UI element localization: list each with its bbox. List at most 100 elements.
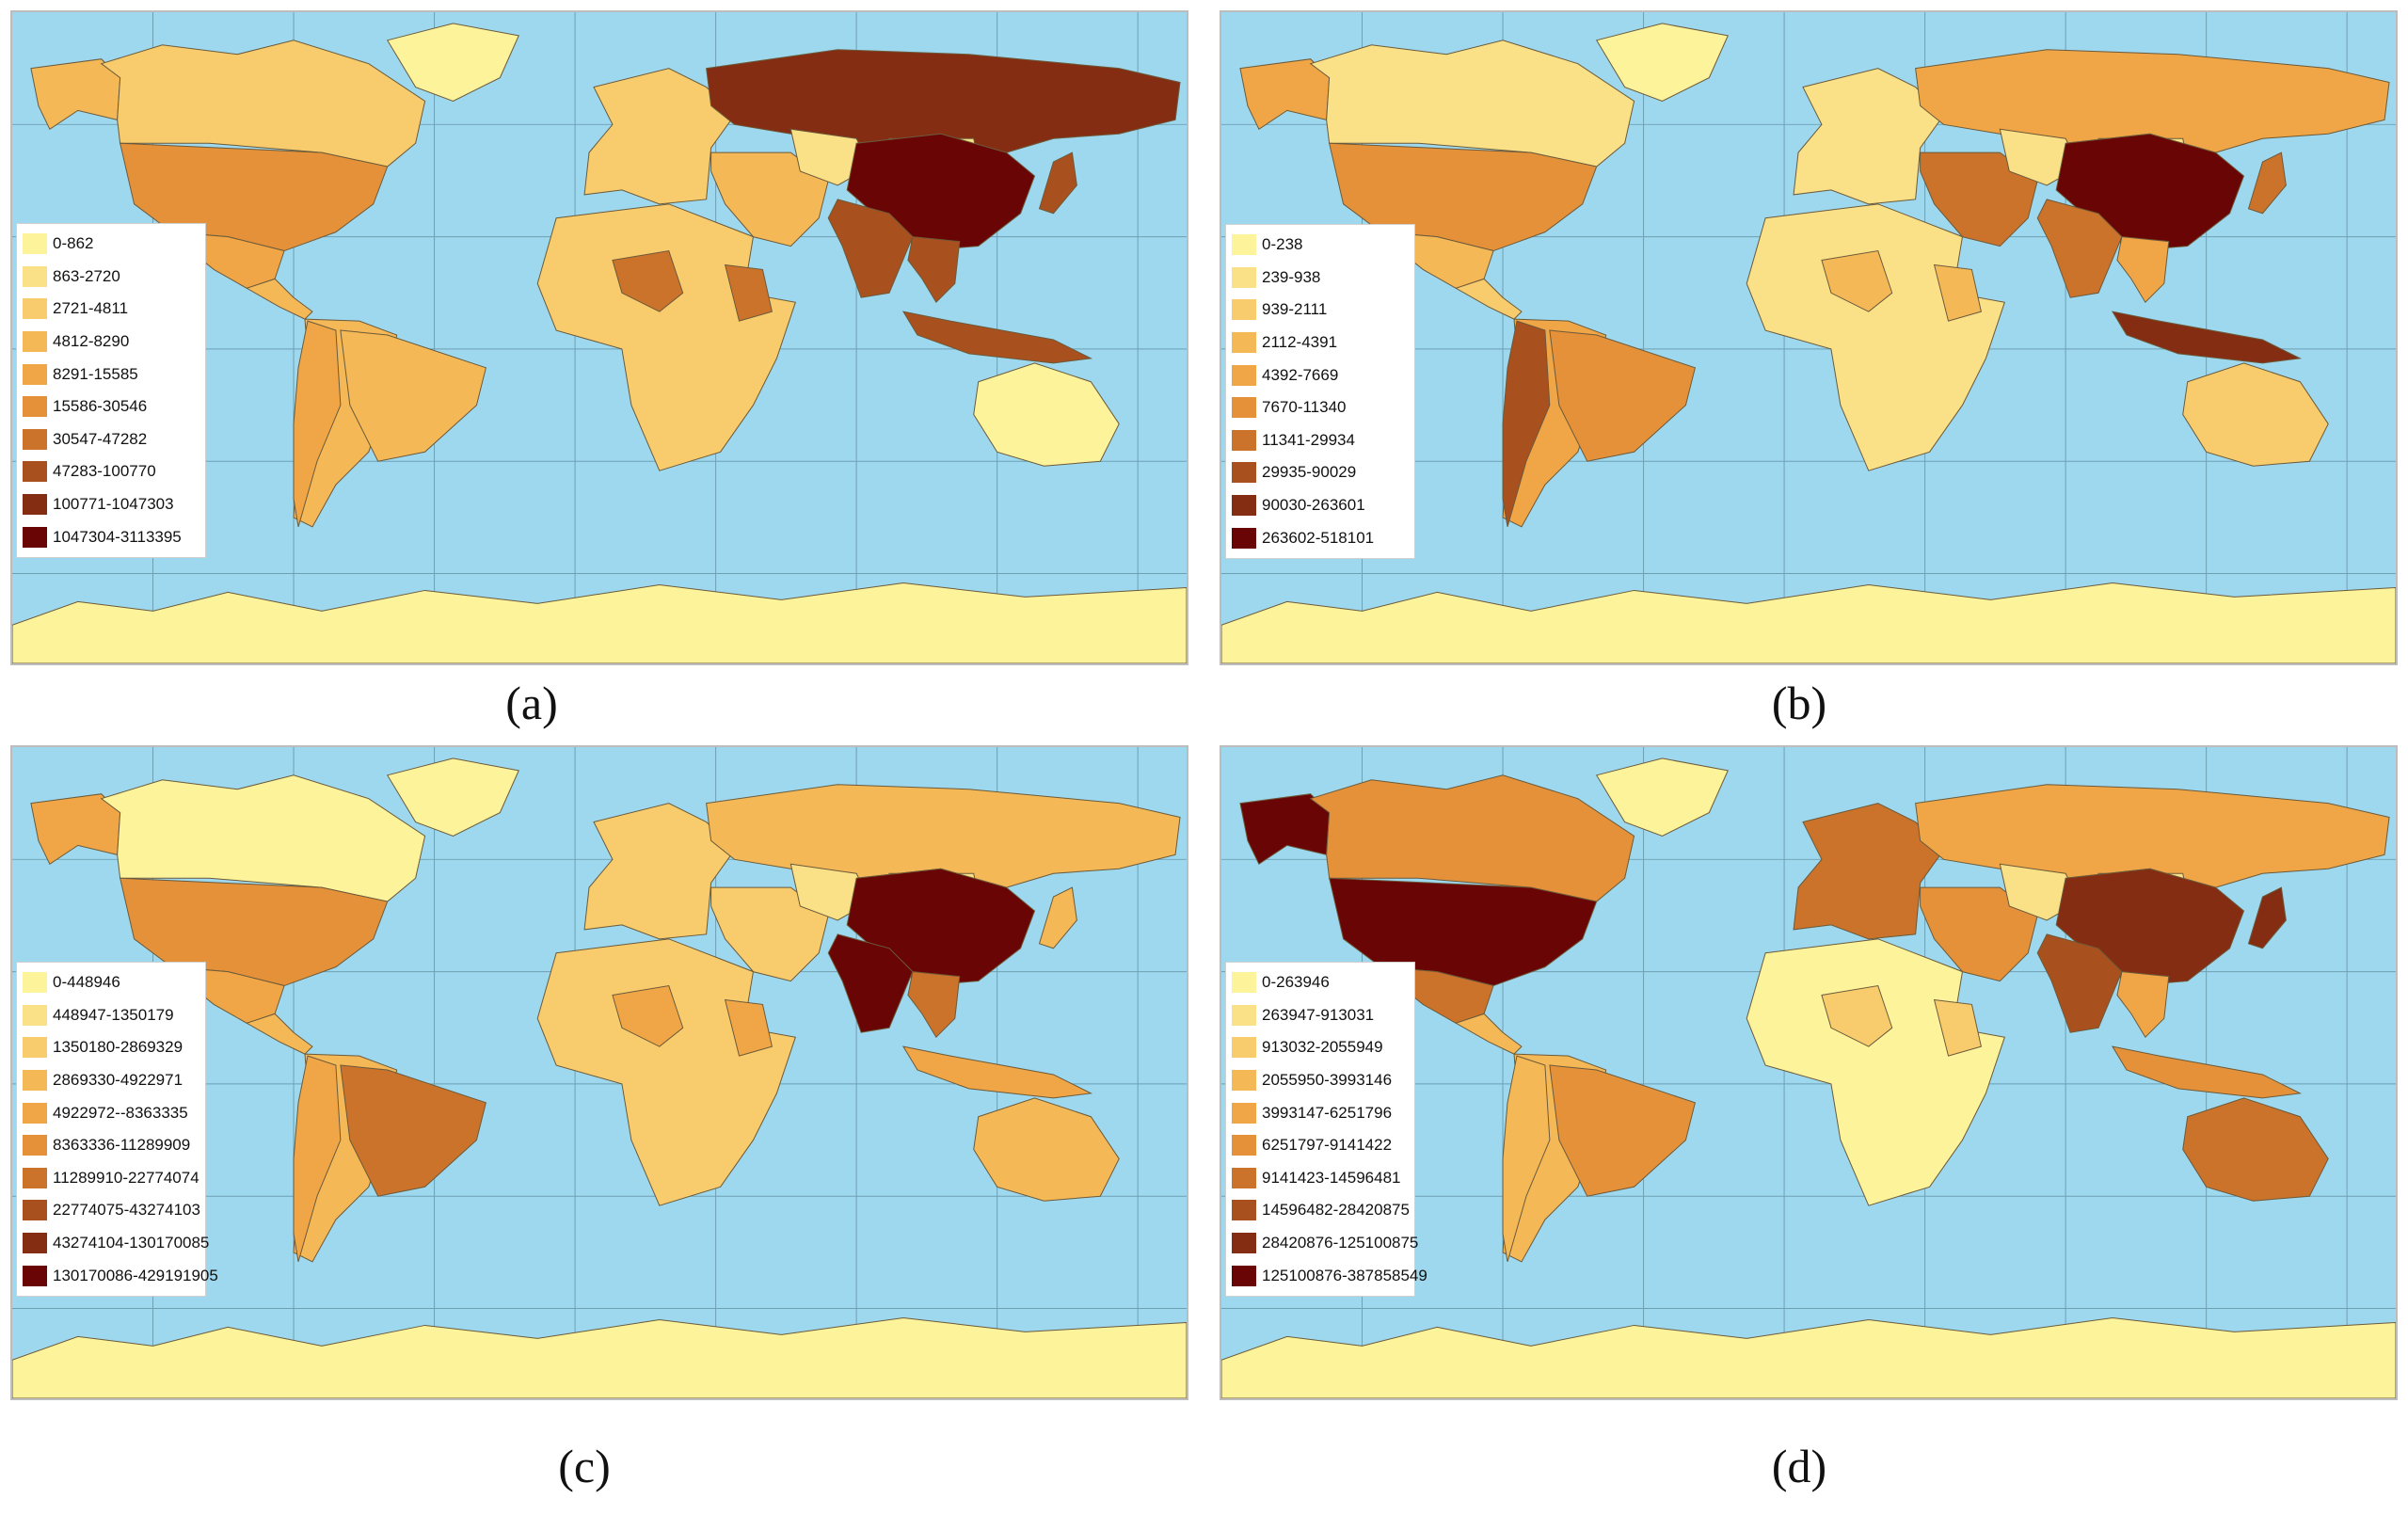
region-africa-hot <box>1821 984 1983 1057</box>
map-legend: 0-238 239-938 939-2111 2112-4391 4392-7669 76… <box>1225 224 1415 559</box>
world-map <box>1221 747 2396 1398</box>
legend-label: 8291-15585 <box>53 364 138 383</box>
region-indonesia <box>901 1045 1093 1099</box>
caption-d: (d) <box>1771 1440 1827 1492</box>
region-australia <box>2182 362 2329 467</box>
legend-swatch <box>23 1135 47 1156</box>
region-japan <box>1038 886 1077 949</box>
legend-label: 913032-2055949 <box>1262 1038 1383 1057</box>
region-usa <box>1328 142 1598 252</box>
legend-swatch <box>23 233 47 255</box>
map-panel-d: 0-263946 263947-913031 913032-2055949 20559… <box>1220 745 2398 1400</box>
legend-label: 863-2720 <box>53 266 120 285</box>
legend-entry: 913032-2055949 <box>1232 1031 1414 1064</box>
legend-entry: 6251797-9141422 <box>1232 1129 1414 1162</box>
legend-swatch <box>23 1037 47 1059</box>
region-sea <box>907 971 961 1039</box>
legend-entry: 11341-29934 <box>1232 424 1414 457</box>
region-sea <box>907 236 961 304</box>
legend-label: 2055950-3993146 <box>1262 1071 1393 1090</box>
region-australia <box>973 362 1120 467</box>
map-panel-a: 0-862 863-2720 2721-4811 4812-8290 8291-1558… <box>10 10 1188 665</box>
legend-entry: 263947-913031 <box>1232 999 1414 1032</box>
legend-label: 239-938 <box>1262 267 1321 286</box>
region-antarctica <box>12 1316 1187 1398</box>
region-brazil <box>340 329 486 462</box>
region-india <box>2036 199 2123 298</box>
legend-swatch <box>23 1265 47 1286</box>
world-map <box>1221 12 2396 663</box>
legend-entry: 0-238 <box>1232 229 1414 262</box>
region-india <box>827 199 914 298</box>
legend-label: 28420876-125100875 <box>1262 1234 1419 1252</box>
map-legend: 0-448946 448947-1350179 1350180-2869329 286… <box>16 962 218 1297</box>
legend-entry: 100771-1047303 <box>23 488 205 521</box>
legend-swatch <box>1232 1135 1256 1156</box>
region-alaska <box>1239 58 1331 131</box>
region-andes <box>293 320 342 527</box>
legend-label: 6251797-9141422 <box>1262 1136 1393 1155</box>
legend-label: 448947-1350179 <box>53 1005 174 1024</box>
legend-entry: 43274104-130170085 <box>23 1227 209 1260</box>
region-central-america <box>245 1013 313 1055</box>
region-africa <box>536 203 796 471</box>
region-russia <box>1915 49 2390 153</box>
region-antarctica <box>12 582 1187 663</box>
legend-entry: 22774075-43274103 <box>23 1194 205 1227</box>
region-canada <box>100 40 426 167</box>
legend-entry: 3993147-6251796 <box>1232 1096 1414 1129</box>
legend-label: 9141423-14596481 <box>1262 1168 1401 1187</box>
world-map <box>12 12 1187 663</box>
region-indonesia <box>901 311 1093 364</box>
legend-label: 11289910-22774074 <box>53 1168 199 1187</box>
legend-label: 7670-11340 <box>1262 398 1347 417</box>
legend-entry: 2721-4811 <box>23 293 205 326</box>
region-brazil <box>1549 329 1696 462</box>
legend-label: 939-2111 <box>1262 300 1328 319</box>
region-greenland <box>1595 758 1729 837</box>
region-andes <box>293 1055 342 1262</box>
legend-swatch <box>23 1070 47 1092</box>
legend-entry: 90030-263601 <box>1232 489 1414 522</box>
legend-label: 4392-7669 <box>1262 365 1339 384</box>
legend-entry: 239-938 <box>1232 262 1414 295</box>
region-africa-hot <box>1821 249 1983 322</box>
legend-swatch <box>23 428 47 450</box>
legend-entry: 2869330-4922971 <box>23 1064 205 1097</box>
region-canada <box>100 774 426 902</box>
legend-entry: 47283-100770 <box>23 455 205 488</box>
legend-label: 0-862 <box>53 234 94 253</box>
legend-entry: 263602-518101 <box>1232 521 1414 554</box>
region-canada <box>1309 40 1635 167</box>
legend-label: 100771-1047303 <box>53 495 174 514</box>
map-panel-c: 0-448946 448947-1350179 1350180-2869329 286… <box>10 745 1188 1400</box>
region-greenland <box>386 23 519 102</box>
map-legend: 0-263946 263947-913031 913032-2055949 20559… <box>1225 962 1427 1297</box>
legend-label: 2869330-4922971 <box>53 1071 183 1090</box>
region-australia <box>2182 1097 2329 1202</box>
legend-entry: 30547-47282 <box>23 423 205 456</box>
region-central-america <box>245 278 313 320</box>
region-russia <box>706 784 1181 888</box>
legend-swatch <box>23 461 47 483</box>
region-sea <box>2116 236 2170 304</box>
region-central-america <box>1454 278 1523 320</box>
legend-swatch <box>1232 429 1256 451</box>
region-japan <box>2247 152 2287 215</box>
legend-label: 3993147-6251796 <box>1262 1103 1393 1122</box>
legend-entry: 1350180-2869329 <box>23 1031 205 1064</box>
legend-entry: 15586-30546 <box>23 391 205 423</box>
legend-entry: 4392-7669 <box>1232 359 1414 391</box>
region-africa <box>1746 938 2005 1206</box>
legend-swatch <box>1232 972 1256 994</box>
region-usa <box>1328 877 1598 987</box>
legend-label: 263947-913031 <box>1262 1005 1375 1024</box>
legend-entry: 8363336-11289909 <box>23 1129 205 1162</box>
legend-entry: 0-263946 <box>1232 966 1414 999</box>
region-japan <box>1038 152 1077 215</box>
region-australia <box>973 1097 1120 1202</box>
legend-label: 4812-8290 <box>53 332 130 351</box>
legend-swatch <box>1232 462 1256 484</box>
legend-swatch <box>23 1102 47 1124</box>
legend-entry: 9141423-14596481 <box>1232 1162 1414 1195</box>
